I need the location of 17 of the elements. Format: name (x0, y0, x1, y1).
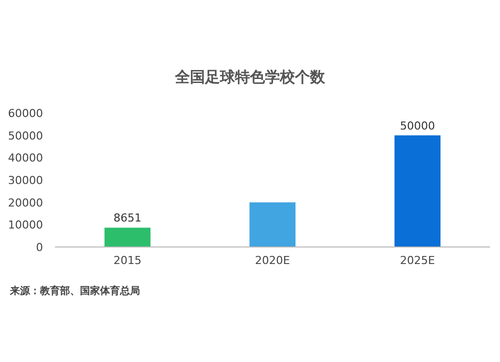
y-tick-label: 30000 (8, 174, 43, 187)
y-tick-label: 10000 (8, 218, 43, 232)
bar (394, 135, 440, 247)
data-label: 50000 (400, 119, 435, 132)
bar (104, 228, 150, 247)
bar (250, 202, 296, 247)
y-tick-label: 50000 (8, 129, 43, 142)
x-tick-label: 2025E (400, 254, 436, 267)
y-tick-label: 0 (36, 241, 43, 254)
y-tick-label: 60000 (8, 107, 43, 120)
chart-title: 全国足球特色学校个数 (174, 68, 326, 86)
data-label: 8651 (114, 212, 142, 225)
y-tick-label: 40000 (8, 152, 43, 165)
x-tick-label: 2020E (255, 254, 290, 267)
x-tick-label: 2015 (114, 254, 142, 267)
source-note: 来源：教育部、国家体育总局 (9, 285, 140, 297)
y-tick-label: 20000 (8, 196, 43, 210)
